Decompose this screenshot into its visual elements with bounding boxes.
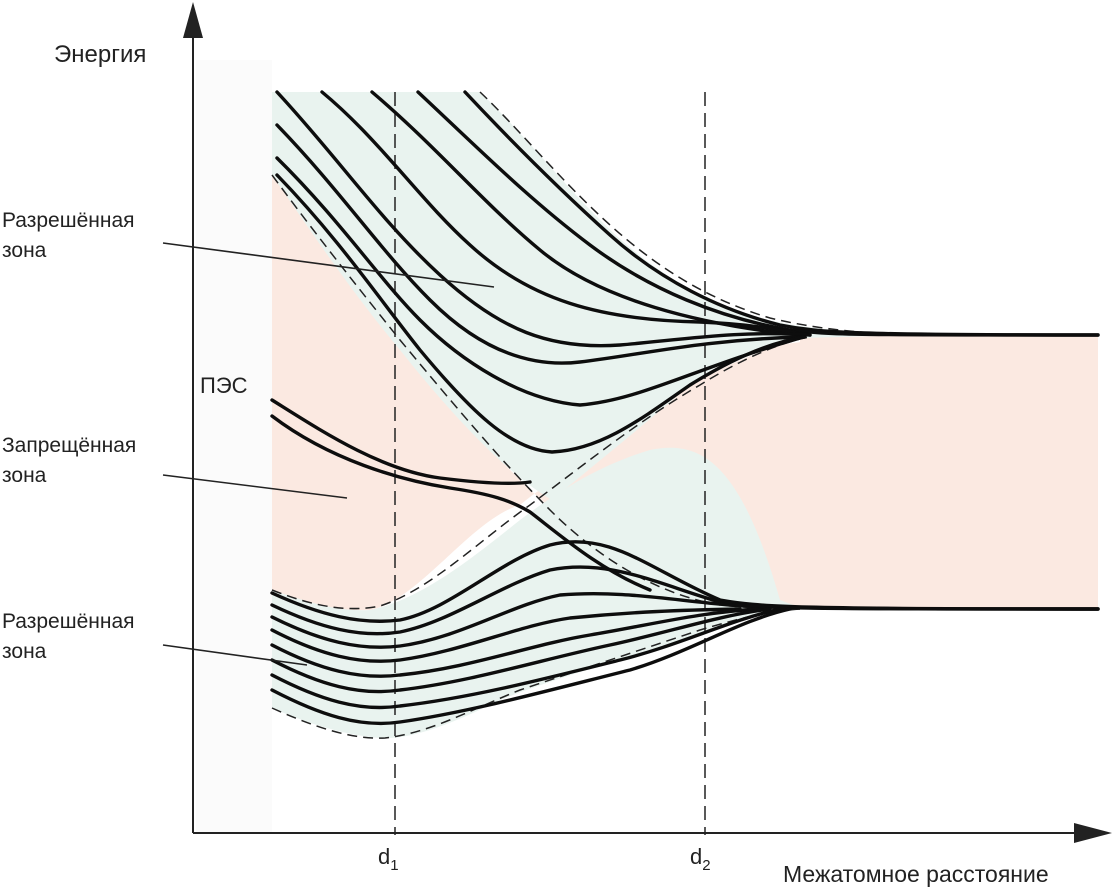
y-axis-label: Энергия <box>54 41 146 68</box>
upper-band-outer-envelope <box>479 91 921 336</box>
pes-curve-2 <box>270 414 652 592</box>
lower-level-7 <box>270 607 782 710</box>
lower-level-5 <box>270 607 762 678</box>
d1-subscript: 1 <box>390 857 398 874</box>
upper-band-levels <box>275 90 1100 454</box>
upper-band-label-line1: Разрешённая <box>2 209 135 232</box>
lower-level-4 <box>270 607 742 663</box>
lower-band-pointer <box>162 644 308 666</box>
d1-label: d1 <box>378 844 399 874</box>
forbidden-zone-pointer <box>162 474 348 499</box>
upper-level-4 <box>320 90 812 337</box>
upper-band-label-line2: зона <box>2 239 47 262</box>
lower-band-levels <box>270 540 1100 726</box>
y-axis-arrowhead <box>183 2 203 38</box>
d1-main: d <box>378 844 390 869</box>
lower-level-3 <box>270 591 1100 649</box>
upper-allowed-band <box>272 92 920 500</box>
pes-curves <box>270 398 652 592</box>
pes-label: ПЭС <box>200 373 248 398</box>
upper-level-6 <box>275 123 802 365</box>
lower-level-8 <box>270 607 792 726</box>
lower-band-label-line2: зона <box>2 640 47 663</box>
forbidden-zone-label-line2: зона <box>2 464 47 487</box>
upper-band-pointer <box>162 242 495 288</box>
pes-curve-1 <box>270 398 532 486</box>
d2-main: d <box>690 844 702 869</box>
lower-level-6 <box>270 607 772 694</box>
d2-subscript: 2 <box>702 857 710 874</box>
d2-label: d2 <box>690 844 711 874</box>
upper-level-5 <box>275 90 812 348</box>
upper-level-8 <box>275 173 807 454</box>
lower-band-label-line1: Разрешённая <box>2 610 135 633</box>
lower-band-lower-envelope <box>271 608 801 739</box>
lower-allowed-band <box>272 447 804 739</box>
x-axis-label: Межатомное расстояние <box>783 861 1049 887</box>
lower-band-upper-envelope <box>271 336 811 610</box>
forbidden-gap-right <box>800 335 1098 609</box>
forbidden-zone-label-line1: Запрещённая <box>2 434 136 457</box>
x-axis-arrowhead <box>1074 823 1112 843</box>
upper-level-7 <box>275 156 802 407</box>
upper-level-2 <box>416 90 1100 337</box>
left-background-region <box>196 60 272 832</box>
